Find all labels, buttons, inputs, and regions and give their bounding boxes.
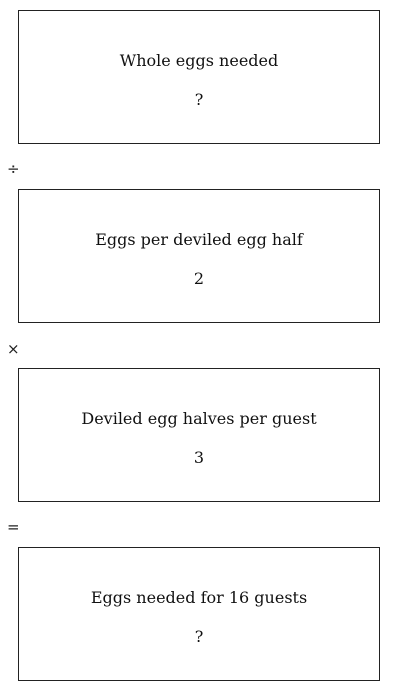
box-value: ? bbox=[194, 90, 204, 109]
box-value: 2 bbox=[193, 269, 205, 288]
box-whole-eggs-needed: Whole eggs needed ? bbox=[18, 10, 380, 144]
box-eggs-for-guests: Eggs needed for 16 guests ? bbox=[18, 547, 380, 681]
box-eggs-per-half: Eggs per deviled egg half 2 bbox=[18, 189, 380, 323]
divide-operator: ÷ bbox=[7, 160, 20, 178]
box-value: 3 bbox=[193, 448, 205, 467]
box-label: Eggs needed for 16 guests bbox=[90, 588, 308, 607]
box-label: Whole eggs needed bbox=[119, 51, 279, 70]
box-label: Deviled egg halves per guest bbox=[81, 409, 317, 428]
equals-operator: = bbox=[7, 518, 20, 536]
box-halves-per-guest: Deviled egg halves per guest 3 bbox=[18, 368, 380, 502]
box-label: Eggs per deviled egg half bbox=[95, 230, 303, 249]
box-value: ? bbox=[194, 627, 204, 646]
multiply-operator: × bbox=[7, 340, 20, 358]
